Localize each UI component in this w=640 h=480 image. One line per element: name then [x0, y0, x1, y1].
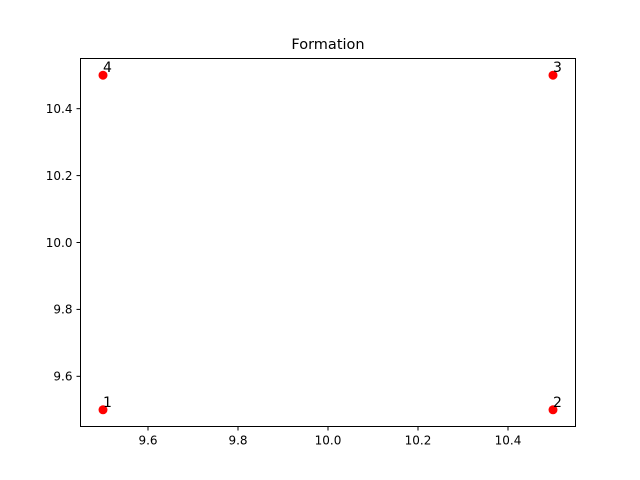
data-point [548, 405, 558, 415]
data-point [98, 70, 108, 80]
chart-title: Formation [291, 37, 364, 53]
y-tick-label: 9.8 [53, 303, 72, 317]
x-tick-label: 10.4 [495, 434, 522, 448]
y-tick-label: 10.4 [46, 102, 73, 116]
x-tick-label: 9.6 [138, 434, 157, 448]
y-tick-label: 10.0 [46, 236, 73, 250]
data-points: 1 2 3 4 [98, 60, 562, 415]
point-label: 1 [103, 395, 112, 411]
y-tick-label: 10.2 [46, 169, 73, 183]
y-axis: 9.6 9.8 10.0 10.2 10.4 [46, 102, 81, 384]
point-label: 4 [103, 60, 112, 76]
x-tick-label: 10.2 [405, 434, 432, 448]
x-tick-label: 9.8 [228, 434, 247, 448]
y-tick-label: 9.6 [53, 370, 72, 384]
data-point [98, 405, 108, 415]
plot-frame [80, 58, 576, 427]
x-axis: 9.6 9.8 10.0 10.2 10.4 [138, 426, 522, 448]
x-tick-label: 10.0 [315, 434, 342, 448]
point-label: 2 [553, 395, 562, 411]
data-point [548, 70, 558, 80]
point-label: 3 [553, 60, 562, 76]
